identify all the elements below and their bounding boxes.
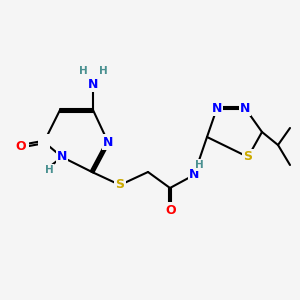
Text: H: H <box>45 165 53 175</box>
Text: H: H <box>195 160 203 170</box>
Text: N: N <box>103 136 113 148</box>
Text: N: N <box>88 77 98 91</box>
Text: O: O <box>166 203 176 217</box>
Text: C: C <box>39 136 49 148</box>
Text: S: S <box>244 151 253 164</box>
Text: N: N <box>189 169 199 182</box>
Text: N: N <box>88 77 98 91</box>
Text: H: H <box>79 66 87 76</box>
Text: H: H <box>80 67 88 77</box>
Text: O: O <box>16 140 26 152</box>
Text: H: H <box>97 67 105 77</box>
Text: N: N <box>57 151 67 164</box>
Text: N: N <box>212 101 222 115</box>
Text: N: N <box>240 101 250 115</box>
Text: N: N <box>57 151 67 164</box>
Text: O: O <box>17 140 27 152</box>
Text: S: S <box>116 178 124 191</box>
Text: N: N <box>103 136 113 148</box>
Text: H: H <box>99 66 107 76</box>
